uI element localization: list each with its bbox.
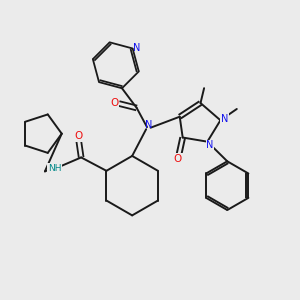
Text: O: O [174,154,182,164]
Text: O: O [74,131,82,141]
Text: N: N [206,140,213,150]
Text: NH: NH [48,164,61,173]
Text: O: O [111,98,119,108]
Text: N: N [133,44,140,53]
Text: N: N [221,114,228,124]
Text: N: N [145,120,152,130]
